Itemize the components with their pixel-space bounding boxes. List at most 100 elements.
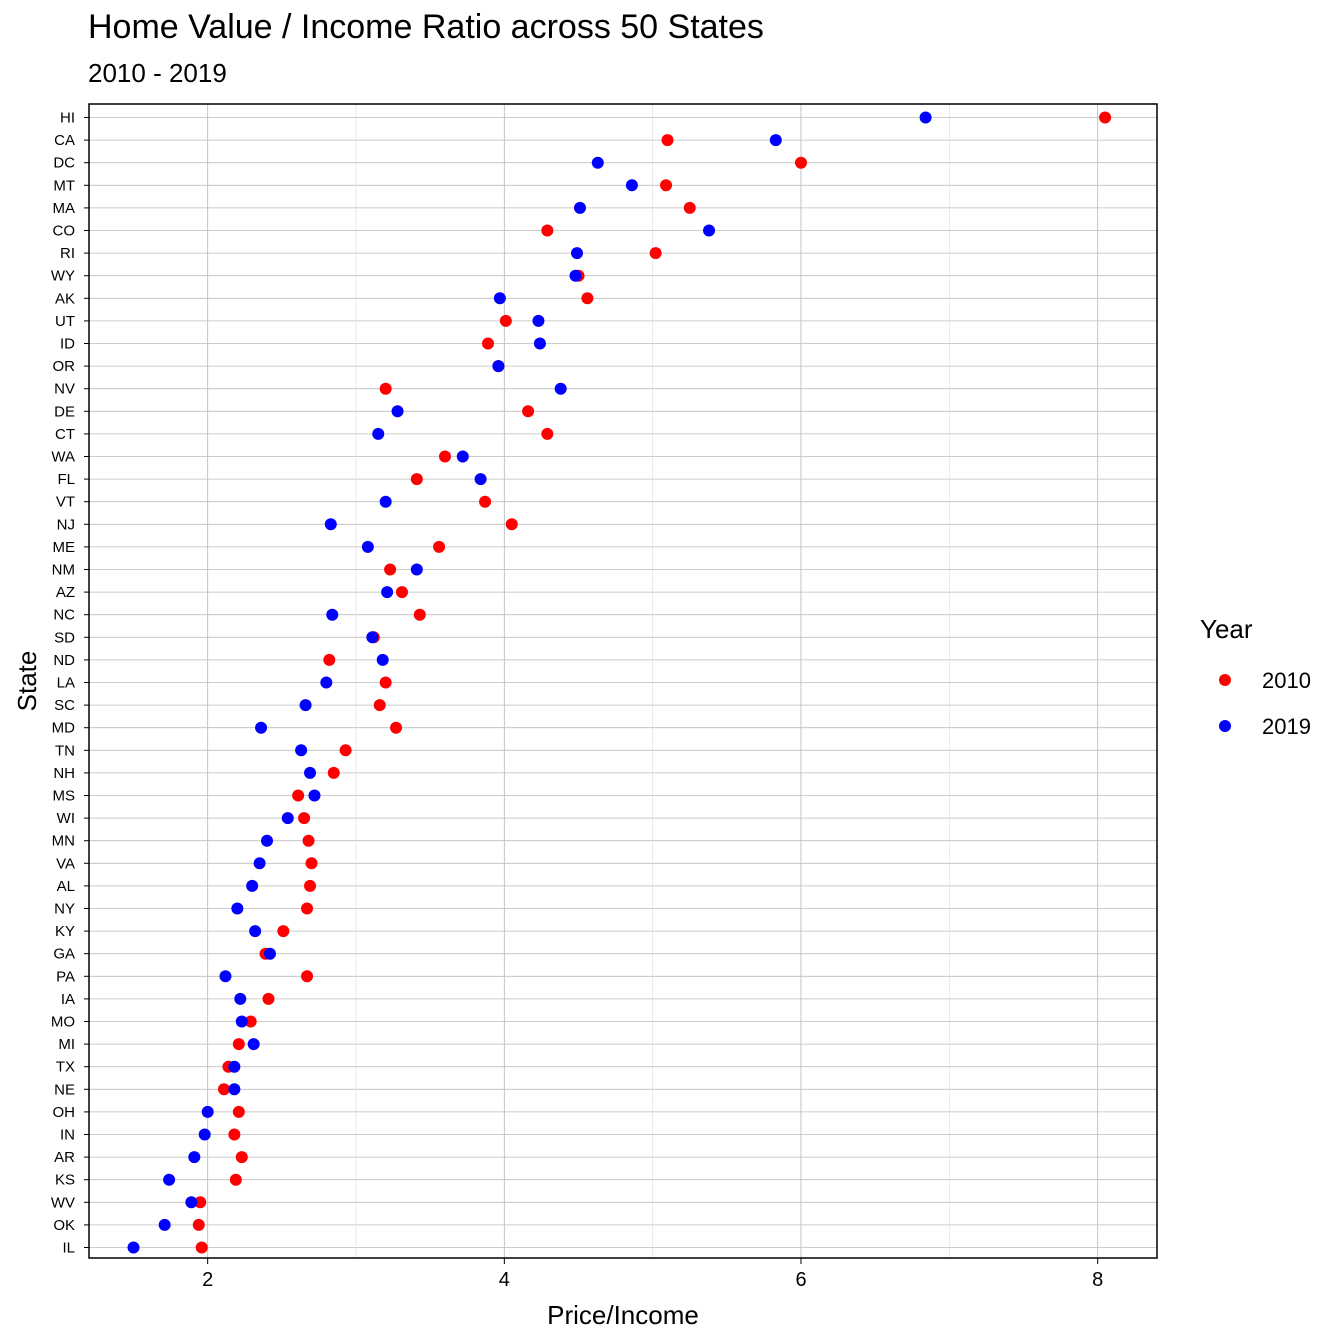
y-tick-label: HI xyxy=(60,110,75,127)
point-2010-CT xyxy=(541,427,554,440)
y-tick-label: WY xyxy=(51,268,75,285)
y-tick-label: WV xyxy=(51,1194,75,1211)
point-2010-NV xyxy=(379,382,392,395)
y-tick-label: KY xyxy=(55,923,75,940)
y-tick-label: NM xyxy=(52,562,75,579)
point-2019-AK xyxy=(493,292,506,305)
point-2019-MI xyxy=(247,1038,260,1051)
point-2010-MO xyxy=(244,1015,257,1028)
point-2019-MO xyxy=(235,1015,248,1028)
point-2010-NY xyxy=(301,902,314,915)
point-2019-SC xyxy=(299,699,312,712)
y-tick-label: OK xyxy=(53,1217,75,1234)
point-2019-MD xyxy=(255,721,268,734)
point-2010-NJ xyxy=(505,518,518,531)
point-2010-LA xyxy=(379,676,392,689)
chart-subtitle: 2010 - 2019 xyxy=(88,58,227,88)
point-2010-DC xyxy=(795,156,807,169)
point-2010-UT xyxy=(499,314,512,327)
legend-swatch-2019 xyxy=(1219,720,1231,732)
legend-swatch-2010 xyxy=(1219,674,1231,686)
y-tick-label: FL xyxy=(57,471,75,488)
y-tick-label: ME xyxy=(53,539,76,556)
point-2019-WY xyxy=(569,269,582,282)
y-tick-label: NY xyxy=(54,901,75,918)
point-2010-PA xyxy=(301,970,314,983)
point-2019-IN xyxy=(198,1128,211,1141)
y-tick-label: DE xyxy=(54,403,75,420)
point-2010-AZ xyxy=(395,586,408,599)
point-2019-NY xyxy=(231,902,244,915)
point-2010-TN xyxy=(339,744,352,757)
point-2010-MS xyxy=(292,789,305,802)
point-2019-CO xyxy=(703,224,716,237)
point-2010-AL xyxy=(304,879,317,892)
point-2019-MT xyxy=(625,179,638,192)
point-2019-HI xyxy=(919,111,932,124)
point-2019-OH xyxy=(201,1105,214,1118)
x-tick-label: 8 xyxy=(1092,1269,1103,1291)
y-tick-label: IN xyxy=(60,1127,75,1144)
point-2010-ND xyxy=(323,653,336,666)
y-tick-label: CT xyxy=(55,426,75,443)
plot-border xyxy=(88,103,1158,1259)
grid-lines xyxy=(89,104,1157,1258)
x-tick-label: 2 xyxy=(202,1269,213,1291)
y-tick-label: MD xyxy=(52,720,75,737)
point-2010-MA xyxy=(683,201,696,214)
point-2010-IL xyxy=(195,1241,208,1254)
y-tick-label: CO xyxy=(53,223,76,240)
y-tick-label: GA xyxy=(53,946,75,963)
point-2019-NV xyxy=(554,382,567,395)
y-tick-label: TN xyxy=(55,742,75,759)
y-tick-label: MS xyxy=(53,788,76,805)
legend: Year 2010 2019 xyxy=(1200,614,1311,739)
y-tick-label: MI xyxy=(58,1036,75,1053)
point-2019-CA xyxy=(769,134,782,147)
point-2019-CT xyxy=(372,427,385,440)
point-2019-KS xyxy=(163,1173,176,1186)
x-axis: 2 4 6 8 xyxy=(202,1258,1103,1291)
point-2019-AR xyxy=(188,1151,201,1164)
point-2019-TX xyxy=(228,1060,241,1073)
point-2010-ID xyxy=(482,337,495,350)
point-2019-KY xyxy=(249,925,262,938)
y-tick-label: IL xyxy=(62,1240,75,1257)
x-tick-label: 4 xyxy=(499,1269,510,1291)
point-2019-NH xyxy=(304,766,317,779)
point-2010-DE xyxy=(522,405,535,418)
point-2019-MA xyxy=(573,201,586,214)
y-tick-label: SC xyxy=(54,697,75,714)
point-2019-RI xyxy=(571,247,584,260)
point-2019-OR xyxy=(492,360,505,373)
point-2019-AL xyxy=(246,879,259,892)
point-2010-FL xyxy=(410,473,423,486)
y-tick-label: TX xyxy=(56,1059,75,1076)
x-axis-title: Price/Income xyxy=(547,1300,699,1330)
point-2010-KY xyxy=(277,925,290,938)
y-tick-label: AZ xyxy=(56,584,75,601)
point-2019-GA xyxy=(263,947,276,960)
y-tick-label: IA xyxy=(61,991,75,1008)
y-tick-label: UT xyxy=(55,313,75,330)
y-tick-label: AL xyxy=(57,878,75,895)
y-tick-label: PA xyxy=(56,968,75,985)
point-2010-NC xyxy=(413,608,426,621)
point-2019-AZ xyxy=(381,586,394,599)
point-2019-MS xyxy=(308,789,321,802)
point-2019-TN xyxy=(295,744,308,757)
point-2010-NM xyxy=(384,563,397,576)
point-2010-IN xyxy=(228,1128,241,1141)
y-tick-label: VA xyxy=(56,855,75,872)
point-2019-WI xyxy=(281,812,294,825)
point-2010-WA xyxy=(439,450,451,463)
point-2010-HI xyxy=(1099,111,1112,124)
y-axis: HI CA DC MT MA CO RI WY AK UT ID OR NV DE CT WA FL VT NJ ME… xyxy=(51,110,89,1257)
point-2010-AR xyxy=(235,1151,248,1164)
point-2019-NE xyxy=(228,1083,241,1096)
point-2010-VT xyxy=(479,495,492,508)
point-2019-DC xyxy=(591,156,604,169)
y-tick-label: MT xyxy=(53,177,75,194)
point-2010-AK xyxy=(581,292,594,305)
